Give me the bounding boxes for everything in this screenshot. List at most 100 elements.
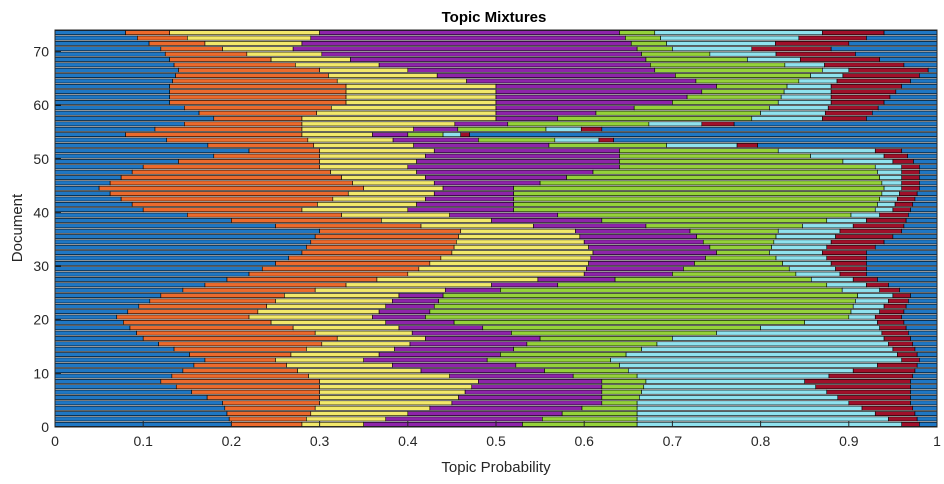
bar-segment-doc-63-topic-1 bbox=[54, 89, 170, 95]
bar-segment-doc-10-topic-5 bbox=[572, 373, 638, 379]
bar-segment-doc-40-topic-1 bbox=[54, 212, 188, 218]
bar-segment-doc-66-topic-7 bbox=[842, 73, 920, 78]
bar-segment-doc-14-topic-6 bbox=[625, 352, 898, 357]
bar-segment-doc-38-topic-2 bbox=[275, 223, 422, 229]
bar-segment-doc-53-topic-1 bbox=[54, 142, 209, 148]
bar-segment-doc-56-topic-8 bbox=[601, 126, 938, 132]
bar-segment-doc-22-topic-7 bbox=[879, 309, 905, 315]
bar-segment-doc-32-topic-3 bbox=[440, 255, 592, 261]
bar-segment-doc-27-topic-5 bbox=[557, 282, 828, 288]
bar-segment-doc-6-topic-3 bbox=[319, 395, 459, 400]
bar-segment-doc-29-topic-1 bbox=[54, 271, 250, 277]
bar-segment-doc-23-topic-2 bbox=[138, 303, 267, 309]
bar-segment-doc-32-topic-1 bbox=[54, 255, 290, 261]
bar-segment-doc-59-topic-7 bbox=[824, 110, 873, 116]
bar-segment-doc-37-topic-7 bbox=[839, 228, 903, 234]
bar-segment-doc-66-topic-6 bbox=[810, 73, 844, 78]
bar-segment-doc-2-topic-5 bbox=[542, 416, 638, 422]
bar-segment-doc-24-topic-5 bbox=[438, 298, 856, 304]
bar-segment-doc-11-topic-6 bbox=[627, 368, 854, 374]
bar-segment-doc-69-topic-5 bbox=[645, 57, 748, 62]
x-tick-label: 1 bbox=[933, 433, 941, 449]
bar-segment-doc-64-topic-5 bbox=[716, 83, 788, 89]
bar-segment-doc-61-topic-4 bbox=[495, 100, 673, 105]
bar-segment-doc-45-topic-3 bbox=[363, 185, 444, 191]
bar-segment-doc-42-topic-4 bbox=[416, 201, 514, 207]
bar-segment-doc-14-topic-4 bbox=[378, 352, 501, 357]
bar-segment-doc-52-topic-8 bbox=[901, 148, 938, 154]
bar-segment-doc-62-topic-5 bbox=[686, 94, 782, 100]
bar-segment-doc-30-topic-1 bbox=[54, 266, 263, 272]
bar-segment-doc-36-topic-5 bbox=[696, 234, 777, 239]
bar-segment-doc-28-topic-4 bbox=[537, 277, 616, 282]
bar-segment-doc-65-topic-7 bbox=[836, 78, 911, 84]
bar-segment-doc-17-topic-5 bbox=[539, 336, 673, 341]
bar-segment-doc-38-topic-8 bbox=[903, 223, 938, 229]
bar-segment-doc-37-topic-4 bbox=[575, 228, 691, 234]
bar-segment-doc-8-topic-7 bbox=[815, 384, 911, 390]
bar-segment-doc-62-topic-4 bbox=[495, 94, 688, 100]
bar-segment-doc-56-topic-2 bbox=[154, 126, 303, 132]
bar-segment-doc-35-topic-4 bbox=[583, 239, 704, 245]
bar-segment-doc-48-topic-1 bbox=[54, 169, 133, 175]
bar-segment-doc-9-topic-4 bbox=[478, 379, 603, 384]
bar-segment-doc-51-topic-3 bbox=[319, 153, 426, 159]
bar-segment-doc-47-topic-2 bbox=[120, 175, 342, 180]
bar-segment-doc-19-topic-4 bbox=[398, 325, 484, 331]
bar-segment-doc-68-topic-5 bbox=[650, 62, 786, 68]
bar-segment-doc-11-topic-4 bbox=[420, 368, 545, 374]
bar-segment-doc-51-topic-2 bbox=[213, 153, 320, 159]
bar-segment-doc-41-topic-2 bbox=[142, 207, 303, 213]
bar-segment-doc-20-topic-6 bbox=[804, 319, 878, 325]
bar-segment-doc-42-topic-6 bbox=[877, 201, 896, 207]
bar-segment-doc-49-topic-8 bbox=[919, 164, 938, 170]
bar-segment-doc-72-topic-1 bbox=[54, 41, 150, 46]
bar-segment-doc-2-topic-6 bbox=[636, 416, 889, 422]
bar-segment-doc-34-topic-4 bbox=[588, 244, 711, 250]
bar-segment-doc-68-topic-8 bbox=[903, 62, 938, 68]
bar-segment-doc-12-topic-8 bbox=[916, 362, 938, 368]
bar-segment-doc-52-topic-4 bbox=[433, 148, 620, 154]
bar-segment-doc-15-topic-4 bbox=[394, 346, 514, 352]
bar-segment-doc-34-topic-1 bbox=[54, 244, 307, 250]
bar-segment-doc-12-topic-1 bbox=[54, 362, 195, 368]
bar-segment-doc-5-topic-1 bbox=[54, 400, 223, 406]
bar-segment-doc-47-topic-7 bbox=[901, 175, 920, 180]
x-tick-label: 0.5 bbox=[486, 433, 506, 449]
y-tick-label: 70 bbox=[33, 43, 49, 59]
bar-segment-doc-74-topic-8 bbox=[883, 30, 938, 36]
bar-segment-doc-16-topic-8 bbox=[912, 341, 938, 347]
bar-segment-doc-31-topic-4 bbox=[588, 260, 695, 266]
bar-segment-doc-70-topic-8 bbox=[855, 51, 938, 57]
bar-segment-doc-21-topic-4 bbox=[372, 314, 426, 320]
bar-segment-doc-5-topic-6 bbox=[636, 400, 850, 406]
bar-segment-doc-53-topic-7 bbox=[736, 142, 758, 148]
bar-segment-doc-37-topic-2 bbox=[319, 228, 462, 234]
bar-segment-doc-40-topic-7 bbox=[879, 212, 909, 218]
bar-segment-doc-70-topic-3 bbox=[246, 51, 323, 57]
bar-segment-doc-28-topic-8 bbox=[877, 277, 938, 282]
bar-segment-doc-64-topic-7 bbox=[830, 83, 903, 89]
bar-segment-doc-10-topic-8 bbox=[912, 373, 938, 379]
bar-segment-doc-21-topic-1 bbox=[54, 314, 118, 320]
bar-segment-doc-66-topic-2 bbox=[175, 73, 329, 78]
bar-segment-doc-62-topic-3 bbox=[345, 94, 497, 100]
bar-segment-doc-56-topic-7 bbox=[580, 126, 603, 132]
bar-segment-doc-64-topic-2 bbox=[169, 83, 347, 89]
bar-segment-doc-9-topic-8 bbox=[910, 379, 938, 384]
bar-segment-doc-25-topic-3 bbox=[284, 293, 400, 298]
bar-segment-doc-6-topic-2 bbox=[206, 395, 320, 400]
bar-segment-doc-6-topic-1 bbox=[54, 395, 208, 400]
bar-segment-doc-38-topic-1 bbox=[54, 223, 276, 229]
bar-segment-doc-19-topic-3 bbox=[292, 325, 400, 331]
bar-segment-doc-70-topic-7 bbox=[775, 51, 856, 57]
bar-segment-doc-23-topic-8 bbox=[905, 303, 938, 309]
bar-segment-doc-50-topic-1 bbox=[54, 159, 179, 164]
bar-segment-doc-1-topic-3 bbox=[301, 421, 364, 427]
bar-segment-doc-31-topic-7 bbox=[830, 260, 867, 266]
bar-segment-doc-36-topic-7 bbox=[835, 234, 894, 239]
bar-segment-doc-45-topic-2 bbox=[98, 185, 365, 191]
bar-segment-doc-59-topic-8 bbox=[872, 110, 938, 116]
bar-segment-doc-35-topic-7 bbox=[830, 239, 885, 245]
bar-segment-doc-49-topic-3 bbox=[319, 164, 409, 170]
